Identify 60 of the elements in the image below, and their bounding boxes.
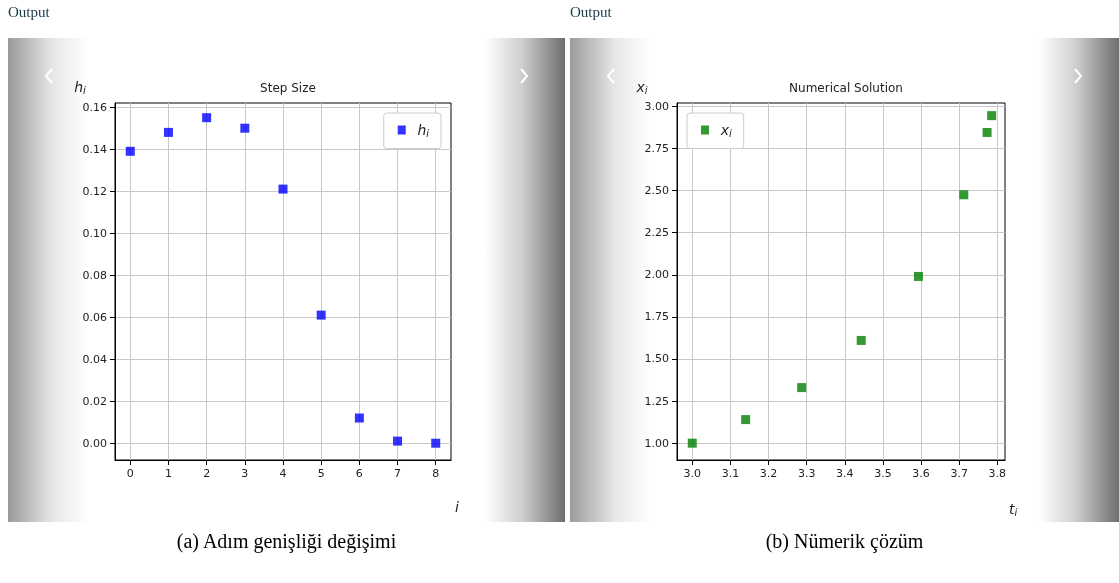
y-tick-label: 0.00	[82, 436, 107, 450]
point	[797, 383, 807, 393]
point	[431, 438, 441, 448]
x-tick-label: 3.8	[988, 467, 1007, 480]
x-tick-label: 5	[317, 467, 325, 480]
y-tick-label: 1.50	[644, 352, 669, 366]
point	[393, 436, 403, 446]
y-tick-label: 1.25	[644, 394, 669, 408]
x-tick-label: 2	[203, 467, 211, 480]
y-tick-label: 0.02	[82, 394, 107, 408]
point	[959, 190, 969, 200]
x-tick-label: 3.0	[683, 467, 702, 480]
y-tick-label: 2.75	[644, 141, 669, 155]
x-tick-label: 8	[432, 467, 440, 480]
chart-title: Numerical Solution	[789, 81, 903, 95]
point	[354, 413, 364, 423]
text: Output	[570, 4, 612, 21]
x-tick-label: 3.1	[721, 467, 740, 480]
x-tick-label: 3.2	[759, 467, 778, 480]
y-tick-label: 0.06	[82, 310, 107, 324]
y-tick-label: 1.00	[644, 436, 669, 450]
point	[982, 127, 992, 137]
x-tick-label: 3.7	[950, 467, 968, 480]
y-tick-label: 0.14	[82, 142, 107, 156]
point	[856, 335, 866, 345]
text: (b) Nümerik çözüm	[764, 530, 925, 553]
text: Output	[8, 4, 50, 21]
point	[240, 123, 250, 133]
x-tick-label: 3.3	[797, 467, 816, 480]
y-tick-label: 0.08	[82, 268, 107, 282]
point	[741, 415, 751, 425]
point	[687, 438, 697, 448]
x-tick-label: 3.6	[912, 467, 930, 480]
point	[913, 271, 923, 281]
y-tick-label: 2.25	[644, 226, 669, 240]
y-tick-label: 2.50	[644, 184, 669, 198]
chart-title: Step Size	[260, 81, 316, 95]
y-tick-label: 0.16	[82, 100, 107, 114]
x-tick-label: 0	[126, 467, 134, 480]
point	[987, 111, 997, 121]
point	[278, 184, 288, 194]
x-tick-label: 3.4	[836, 467, 854, 480]
y-tick-label: 2.00	[644, 268, 669, 282]
y-tick-label: 1.75	[644, 310, 669, 324]
x-tick-label: 3.5	[874, 467, 892, 480]
x-tick-label: 6	[355, 467, 363, 480]
x-tick-label: 1	[164, 467, 172, 480]
point	[316, 310, 326, 320]
point	[163, 127, 173, 137]
y-tick-label: 0.12	[82, 184, 107, 198]
x-tick-label: 7	[394, 467, 402, 480]
y-tick-label: 0.10	[82, 226, 107, 240]
x-axis-title: i	[455, 499, 459, 515]
x-tick-label: 4	[279, 467, 287, 480]
y-tick-label: 3.00	[644, 99, 669, 113]
point	[202, 113, 212, 123]
y-tick-label: 0.04	[82, 352, 107, 366]
text: (a) Adım genişliği değişimi	[175, 530, 398, 553]
x-tick-label: 3	[241, 467, 249, 480]
point	[125, 146, 135, 156]
